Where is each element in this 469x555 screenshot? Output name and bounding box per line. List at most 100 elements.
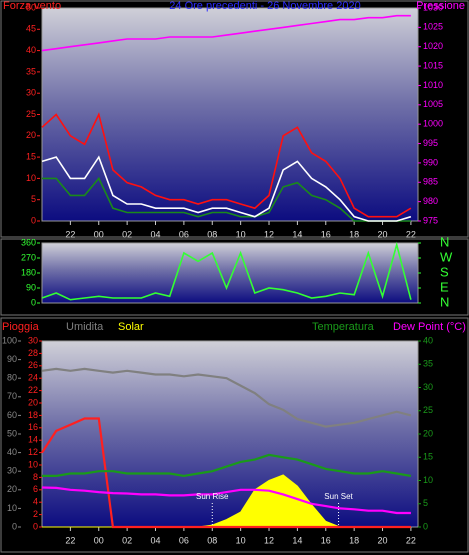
x-tick-label: 02 [122,229,132,239]
y2-tick-label: 995 [423,138,438,148]
y-tick-label: 100 [2,335,17,345]
y3-tick-label: 18 [28,410,38,420]
y-tick-label: 30 [7,466,17,476]
line [41,14,411,52]
y2-tick-label: 1020 [423,41,443,51]
y2-tick-label: 975 [423,215,438,225]
chart-title: 24 Ore precedenti - 26 Novembre 2020 [169,0,360,12]
y3-tick-label: 14 [28,435,38,445]
x-tick-label: 14 [292,535,302,545]
annotation: Sun Set [324,492,353,501]
line [42,176,411,222]
y3-tick-label: 10 [28,459,38,469]
x-tick-label: 02 [122,535,132,545]
y-tick-label: 0 [12,521,17,531]
line [42,453,412,478]
x-tick-label: 10 [236,229,246,239]
y3-tick-label: 8 [33,472,38,482]
plot-area [41,7,419,222]
panel-frame [0,238,469,316]
x-tick-label: 22 [406,535,416,545]
panel-frame [0,0,469,238]
y2-tick-label: N [440,294,449,309]
y2-tick-label: 25 [423,405,433,415]
y-axis-label: Forza vento [3,0,61,12]
y3-tick-label: 2 [33,509,38,519]
y-tick-label: 10 [26,173,36,183]
y-tick-label: 10 [7,503,17,513]
y2-tick-label: 1010 [423,80,443,90]
y2-tick-label: 30 [423,382,433,392]
y-tick-label: 20 [7,484,17,494]
x-tick-label: 16 [321,535,331,545]
y2-tick-label: 1015 [423,60,443,70]
x-tick-label: 12 [264,535,274,545]
y2-tick-label: S [440,264,449,279]
y3-tick-label: 16 [28,422,38,432]
legend-entry: Dew Point (°C) [393,321,466,333]
x-tick-label: 22 [65,535,75,545]
y-tick-label: 60 [7,410,17,420]
y-tick-label: 360 [21,237,36,247]
y3-tick-label: 6 [33,484,38,494]
x-tick-label: 20 [378,229,388,239]
y2-tick-label: E [440,279,449,294]
legend-entry: Umidita [66,321,104,333]
y-tick-label: 30 [26,88,36,98]
y3-tick-label: 4 [33,497,38,507]
y-tick-label: 25 [26,109,36,119]
y3-tick-label: 30 [28,335,38,345]
y2-tick-label: 980 [423,196,438,206]
line [41,112,412,218]
y3-tick-label: 20 [28,397,38,407]
y3-tick-label: 26 [28,360,38,370]
y-tick-label: 20 [26,130,36,140]
y2-tick-label: N [440,234,449,249]
line [41,155,412,222]
line [41,486,411,515]
y3-tick-label: 12 [28,447,38,457]
y-tick-label: 0 [31,215,36,225]
y3-tick-label: 28 [28,348,38,358]
x-tick-label: 04 [151,535,161,545]
y2-tick-label: 1000 [423,119,443,129]
y-tick-label: 80 [7,373,17,383]
x-tick-label: 18 [349,535,359,545]
y-tick-label: 270 [21,252,36,262]
y2-tick-label: 40 [423,335,433,345]
line [41,241,412,301]
y-tick-label: 40 [7,447,17,457]
y-tick-label: 180 [21,267,36,277]
y2-tick-label: 985 [423,177,438,187]
x-tick-label: 00 [94,229,104,239]
x-tick-label: 04 [151,229,161,239]
y-tick-label: 15 [26,151,36,161]
y2-tick-label: 1030 [423,2,443,12]
annotation: Sun Rise [196,492,229,501]
line [41,417,411,529]
legend-entry: Solar [118,321,144,333]
y2-tick-label: 15 [423,452,433,462]
y2-tick-label: W [440,249,453,264]
y-tick-label: 50 [26,2,36,12]
y-tick-label: 90 [26,282,36,292]
y2-axis-label: Pressione [416,0,465,12]
y2-tick-label: 1025 [423,22,443,32]
y3-tick-label: 24 [28,373,38,383]
x-tick-label: 06 [179,535,189,545]
y2-tick-label: 20 [423,428,433,438]
y-tick-label: 0 [31,297,36,307]
y2-tick-label: 0 [423,521,428,531]
x-tick-label: 22 [65,229,75,239]
legend-entry: Pioggia [2,321,40,333]
x-tick-label: 08 [207,229,217,239]
x-tick-label: 12 [264,229,274,239]
panel-frame [0,317,469,553]
y-tick-label: 90 [7,354,17,364]
x-tick-label: 22 [406,229,416,239]
y2-tick-label: 990 [423,157,438,167]
y-tick-label: 50 [7,428,17,438]
y-tick-label: 35 [26,66,36,76]
